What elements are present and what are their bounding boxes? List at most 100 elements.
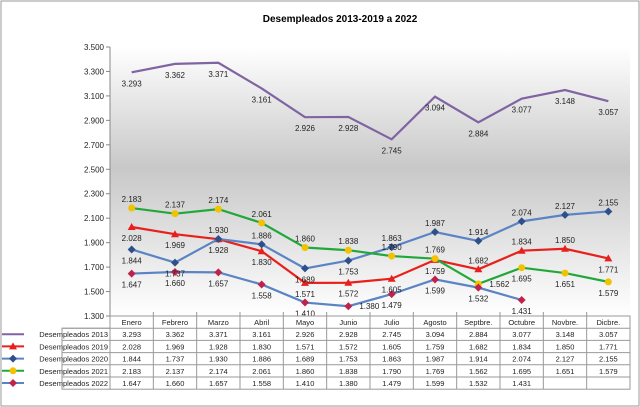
table-cell: 1.830	[252, 342, 271, 351]
category-label: Junio	[339, 318, 357, 327]
legend-label: Desempleados 2020	[39, 355, 108, 364]
data-label: 1.930	[208, 226, 229, 235]
table-cell: 3.362	[166, 330, 185, 339]
data-label: 2.884	[468, 129, 489, 138]
category-label: Agosto	[423, 318, 446, 327]
table-cell: 2.884	[469, 330, 488, 339]
table-cell: 2.028	[122, 342, 141, 351]
legend-entry: Desempleados 2022	[2, 379, 108, 388]
data-label: 2.183	[122, 195, 143, 204]
data-point	[171, 258, 179, 267]
data-label: 2.074	[512, 208, 533, 217]
data-point	[214, 205, 222, 213]
legend-marker	[9, 354, 17, 363]
data-point	[561, 244, 569, 252]
table-cell: 1.380	[339, 379, 358, 388]
data-point	[604, 278, 612, 286]
series-line	[131, 270, 522, 308]
data-label: 3.148	[555, 97, 576, 106]
data-label: 3.362	[165, 71, 186, 80]
data-point	[431, 227, 439, 236]
data-point	[517, 246, 526, 254]
table-cell: 2.745	[382, 330, 401, 339]
data-point	[214, 234, 223, 243]
y-tick-label: 1.900	[84, 239, 105, 248]
category-label: Marzo	[208, 318, 229, 327]
data-label: 1.571	[295, 290, 316, 299]
data-label: 2.926	[295, 124, 316, 133]
legend-entry: Desempleados 2013	[2, 330, 108, 339]
y-tick-label: 2.700	[84, 141, 105, 150]
table-cell: 1.605	[382, 342, 401, 351]
table-cell: 1.479	[382, 379, 401, 388]
y-tick-label: 2.900	[84, 116, 105, 125]
data-point	[431, 275, 439, 284]
table-cell: 2.155	[599, 355, 618, 364]
data-point	[257, 240, 266, 249]
data-label: 1.579	[598, 289, 619, 298]
plot-area	[110, 47, 630, 316]
table-cell: 2.928	[339, 330, 358, 339]
table-cell: 1.579	[599, 367, 618, 376]
data-point	[344, 246, 352, 254]
table-cell: 1.651	[556, 367, 575, 376]
series-desempleados-2022	[127, 267, 526, 311]
table-cell: 3.161	[252, 330, 271, 339]
table-cell: 1.562	[469, 367, 488, 376]
category-label: Mayo	[296, 318, 314, 327]
data-point	[301, 244, 309, 252]
data-label: 1.759	[425, 267, 446, 276]
table-cell: 1.769	[426, 367, 445, 376]
category-label: Octubre	[508, 318, 535, 327]
series-line	[131, 206, 609, 286]
table-cell: 1.844	[122, 355, 141, 364]
data-point	[517, 217, 526, 226]
data-label: 1.844	[122, 256, 143, 265]
y-tick-label: 1.500	[84, 288, 105, 297]
data-label: 3.094	[425, 104, 446, 113]
data-label: 3.293	[122, 79, 143, 88]
table-cell: 1.886	[252, 355, 271, 364]
category-label: Dicbre.	[596, 318, 620, 327]
data-point	[257, 280, 266, 289]
data-point	[257, 247, 266, 255]
table-cell: 1.790	[382, 367, 401, 376]
table-cell: 1.863	[382, 355, 401, 364]
legend-label: Desempleados 2019	[39, 342, 108, 351]
data-label: 1.657	[208, 279, 229, 288]
series-desempleados-2013	[131, 61, 609, 141]
data-label: 1.410	[295, 310, 316, 319]
data-label: 2.745	[382, 146, 403, 155]
data-label: 1.834	[512, 238, 533, 247]
table-cell: 1.657	[209, 379, 228, 388]
data-label: 1.838	[338, 237, 359, 246]
data-point	[387, 243, 396, 252]
category-label: Septbre.	[464, 318, 492, 327]
data-label: 1.572	[338, 290, 359, 299]
legend-entry: Desempleados 2019	[2, 342, 108, 351]
y-tick-label: 3.100	[84, 92, 105, 101]
data-label: 1.886	[252, 231, 273, 240]
table-cell: 3.371	[209, 330, 228, 339]
table-cell: 1.410	[296, 379, 315, 388]
table-cell: 1.682	[469, 342, 488, 351]
table-cell: 2.137	[166, 367, 185, 376]
data-label: 2.928	[338, 124, 359, 133]
table-cell: 1.930	[209, 355, 228, 364]
data-label: 1.830	[252, 258, 273, 267]
series-line	[131, 225, 609, 284]
data-label: 1.562	[489, 280, 510, 289]
table-cell: 2.174	[209, 367, 228, 376]
data-label: 1.928	[208, 246, 229, 255]
data-label: 1.689	[295, 275, 316, 284]
y-tick-label: 1.300	[84, 312, 105, 321]
data-point	[301, 298, 309, 307]
data-label: 1.647	[122, 281, 143, 290]
data-point	[344, 278, 353, 286]
table-cell: 1.689	[296, 355, 315, 364]
legend-marker	[9, 342, 17, 350]
table-cell: 1.753	[339, 355, 358, 364]
legend-label: Desempleados 2013	[39, 330, 108, 339]
data-label: 2.137	[165, 201, 186, 210]
